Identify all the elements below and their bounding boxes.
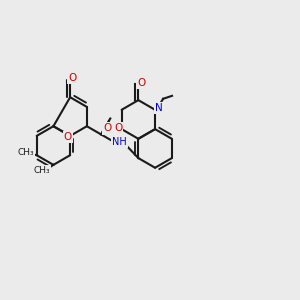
- Text: O: O: [114, 123, 122, 133]
- Text: CH₃: CH₃: [34, 166, 50, 175]
- Text: N: N: [155, 103, 163, 113]
- Text: O: O: [64, 132, 72, 142]
- Text: O: O: [137, 78, 146, 88]
- Text: CH₃: CH₃: [17, 148, 34, 157]
- Text: O: O: [68, 74, 76, 83]
- Text: NH: NH: [112, 137, 127, 147]
- Text: O: O: [103, 124, 112, 134]
